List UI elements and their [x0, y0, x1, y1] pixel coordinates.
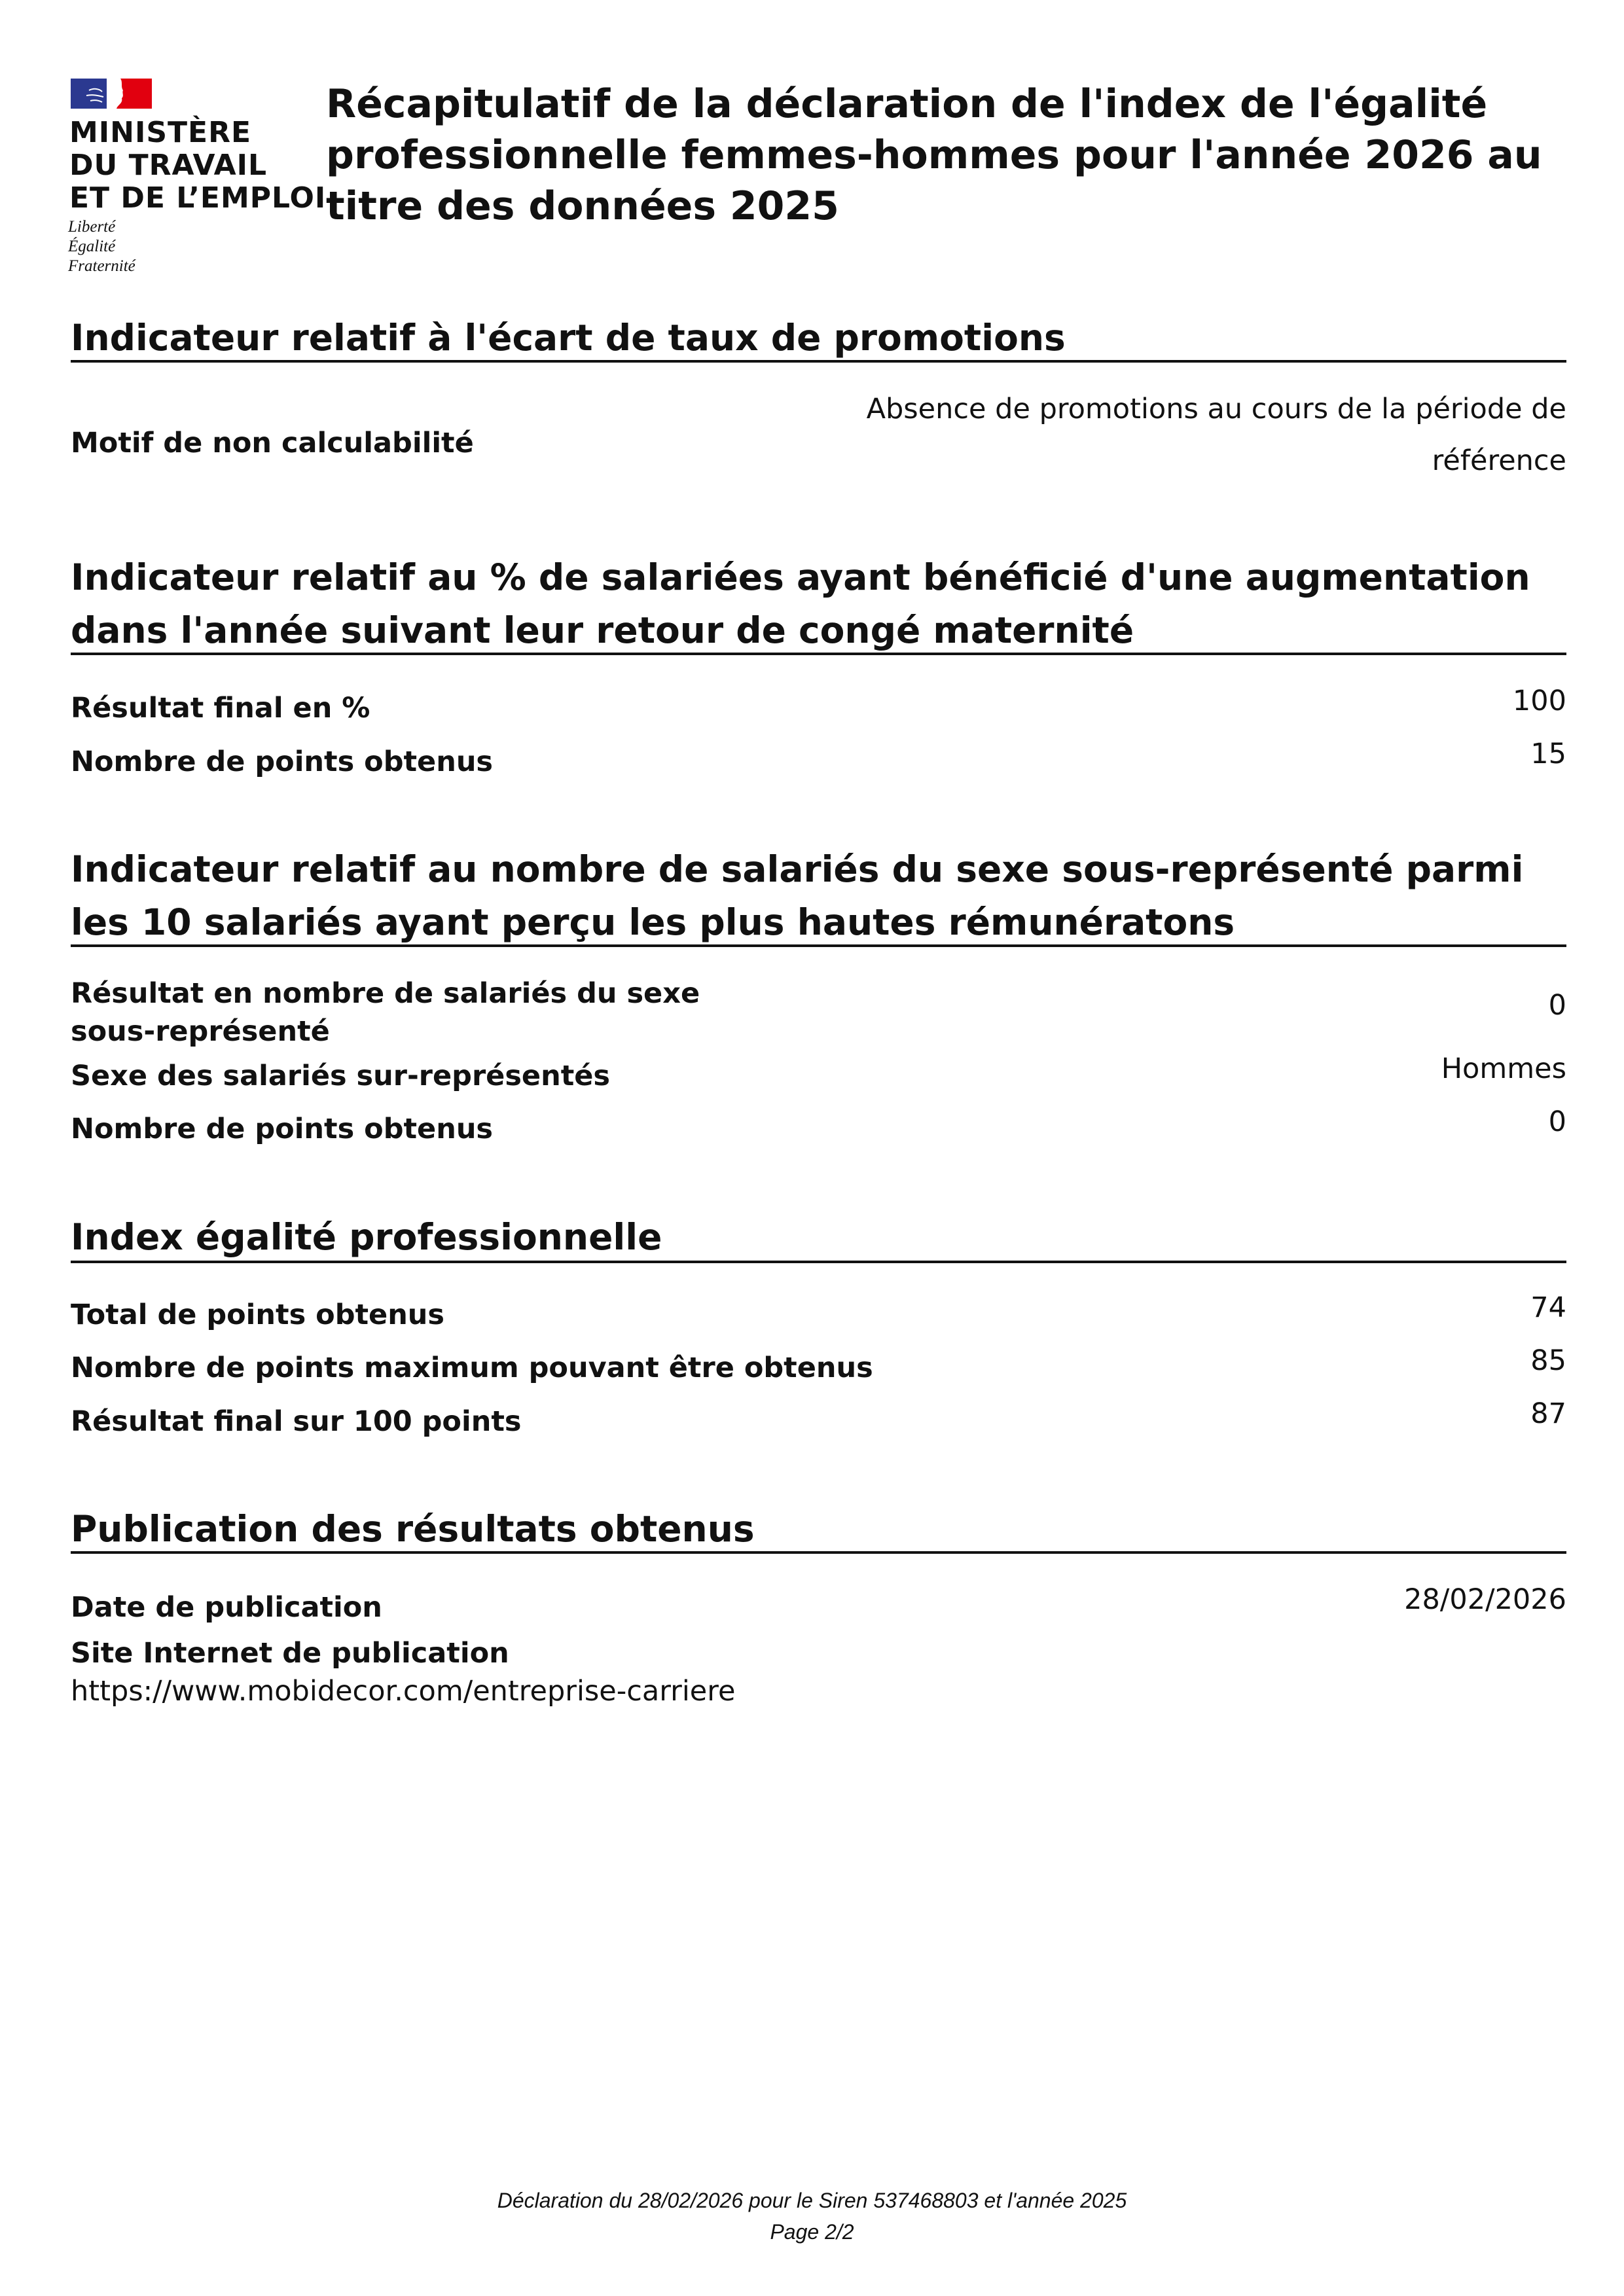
points-value: 0 [1548, 1105, 1566, 1138]
site-url: https://www.mobidecor.com/entreprise-car… [71, 1675, 736, 1708]
section-heading-hautes-remunerations: Indicateur relatif au nombre de salariés… [71, 848, 1524, 943]
final-label: Résultat final sur 100 points [71, 1405, 522, 1438]
divider [71, 653, 1566, 655]
logo-line: ET DE L’EMPLOI [69, 181, 327, 215]
points-value: 15 [1530, 738, 1566, 770]
final-value: 87 [1530, 1397, 1566, 1430]
result-label: Résultat final en % [71, 692, 370, 725]
section-heading-publication: Publication des résultats obtenus [71, 1508, 755, 1550]
logo-line: MINISTÈRE [69, 116, 252, 149]
ministry-logo [71, 79, 152, 111]
total-label: Total de points obtenus [71, 1299, 445, 1331]
points-label: Nombre de points obtenus [71, 1113, 494, 1145]
divider [71, 944, 1566, 947]
page-title: Récapitulatif de la déclaration de l'ind… [326, 81, 1542, 229]
section-heading-maternite: Indicateur relatif au % de salariées aya… [71, 556, 1530, 651]
motto-line: Fraternité [68, 257, 135, 275]
ministry-name: MINISTÈRE DU TRAVAIL ET DE L’EMPLOI [69, 117, 326, 215]
divider [71, 1551, 1566, 1554]
sexe-label: Sexe des salariés sur-représentés [71, 1060, 611, 1092]
section-heading-promotions: Indicateur relatif à l'écart de taux de … [71, 317, 1066, 359]
max-label: Nombre de points maximum pouvant être ob… [71, 1352, 873, 1384]
footer-declaration: Déclaration du 28/02/2026 pour le Siren … [497, 2189, 1127, 2212]
marianne-flag-icon [71, 79, 152, 109]
date-label: Date de publication [71, 1591, 382, 1624]
motto-line: Liberté [68, 218, 116, 236]
motto-line: Égalité [68, 238, 116, 255]
site-label: Site Internet de publication [71, 1637, 509, 1670]
date-value: 28/02/2026 [1404, 1583, 1566, 1616]
motif-value-line2: référence [1432, 444, 1566, 477]
result-value: 100 [1512, 685, 1566, 717]
result-value: 0 [1548, 989, 1566, 1022]
divider [71, 360, 1566, 363]
section-heading-index: Index égalité professionnelle [71, 1216, 662, 1258]
result-label-line2: sous-représenté [71, 1015, 330, 1048]
max-value: 85 [1530, 1344, 1566, 1377]
points-label: Nombre de points obtenus [71, 745, 494, 778]
republic-motto: Liberté Égalité Fraternité [68, 217, 135, 276]
motif-label: Motif de non calculabilité [71, 427, 474, 459]
result-label-line1: Résultat en nombre de salariés du sexe [71, 977, 700, 1010]
motif-value-line1: Absence de promotions au cours de la pér… [866, 393, 1566, 425]
footer-page-number: Page 2/2 [770, 2220, 854, 2244]
sexe-value: Hommes [1441, 1052, 1566, 1085]
total-value: 74 [1530, 1291, 1566, 1324]
logo-line: DU TRAVAIL [69, 149, 268, 182]
divider [71, 1261, 1566, 1263]
